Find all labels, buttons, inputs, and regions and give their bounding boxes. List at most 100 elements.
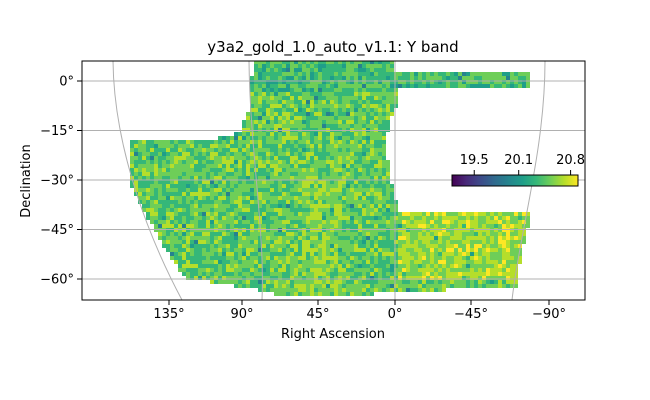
footprint-cell xyxy=(374,61,378,64)
footprint-cell xyxy=(254,96,258,100)
footprint-cell xyxy=(506,80,510,84)
footprint-cell xyxy=(350,72,354,76)
footprint-cell xyxy=(234,164,238,168)
footprint-cell xyxy=(202,256,206,260)
footprint-cell xyxy=(282,188,286,192)
footprint-cell xyxy=(382,96,386,100)
footprint-cell xyxy=(374,260,378,264)
footprint-cell xyxy=(386,92,390,96)
footprint-cell xyxy=(262,152,266,156)
footprint-cell xyxy=(234,180,238,184)
footprint-cell xyxy=(278,188,282,192)
footprint-cell xyxy=(246,252,250,256)
footprint-cell xyxy=(430,280,434,284)
footprint-cell xyxy=(154,168,158,172)
footprint-cell xyxy=(506,268,510,272)
footprint-cell xyxy=(470,80,474,84)
footprint-cell xyxy=(222,260,226,264)
footprint-cell xyxy=(482,268,486,272)
footprint-cell xyxy=(362,116,366,120)
footprint-cell xyxy=(406,276,410,280)
footprint-cell xyxy=(186,204,190,208)
footprint-cell xyxy=(334,80,338,84)
footprint-cell xyxy=(286,196,290,200)
footprint-cell xyxy=(486,256,490,260)
footprint-cell xyxy=(342,184,346,188)
footprint-cell xyxy=(178,204,182,208)
footprint-cell xyxy=(474,72,478,76)
footprint-cell xyxy=(426,220,430,224)
footprint-cell xyxy=(338,180,342,184)
footprint-cell xyxy=(318,76,322,80)
footprint-cell xyxy=(158,196,162,200)
footprint-cell xyxy=(350,112,354,116)
footprint-cell xyxy=(290,84,294,88)
footprint-cell xyxy=(382,252,386,256)
footprint-cell xyxy=(166,236,170,240)
footprint-cell xyxy=(174,260,178,264)
footprint-cell xyxy=(270,120,274,124)
footprint-cell xyxy=(234,224,238,228)
footprint-cell xyxy=(342,68,346,72)
footprint-cell xyxy=(314,92,318,96)
footprint-cell xyxy=(306,224,310,228)
footprint-cell xyxy=(410,272,414,276)
footprint-cell xyxy=(358,168,362,172)
footprint-cell xyxy=(338,252,342,256)
footprint-cell xyxy=(294,124,298,128)
footprint-cell xyxy=(206,152,210,156)
footprint-cell xyxy=(290,100,294,104)
footprint-cell xyxy=(294,144,298,148)
footprint-cell xyxy=(238,208,242,212)
footprint-cell xyxy=(338,256,342,260)
footprint-cell xyxy=(222,280,226,284)
footprint-cell xyxy=(298,268,302,272)
footprint-cell xyxy=(438,224,442,228)
footprint-cell xyxy=(438,80,442,84)
footprint-cell xyxy=(214,260,218,264)
footprint-cell xyxy=(218,168,222,172)
footprint-cell xyxy=(134,152,138,156)
footprint-cell xyxy=(198,168,202,172)
footprint-cell xyxy=(386,160,390,164)
footprint-cell xyxy=(350,248,354,252)
footprint-cell xyxy=(486,268,490,272)
footprint-cell xyxy=(350,232,354,236)
footprint-cell xyxy=(178,256,182,260)
footprint-cell xyxy=(202,268,206,272)
footprint-cell xyxy=(434,72,438,76)
footprint-cell xyxy=(294,212,298,216)
footprint-cell xyxy=(230,164,234,168)
footprint-cell xyxy=(142,176,146,180)
footprint-cell xyxy=(402,260,406,264)
footprint-cell xyxy=(342,236,346,240)
footprint-cell xyxy=(462,268,466,272)
footprint-cell xyxy=(330,160,334,164)
footprint-cell xyxy=(518,232,522,236)
footprint-cell xyxy=(510,284,514,288)
footprint-cell xyxy=(342,76,346,80)
footprint-cell xyxy=(226,212,230,216)
footprint-cell xyxy=(270,188,274,192)
footprint-cell xyxy=(366,248,370,252)
footprint-cell xyxy=(146,184,150,188)
footprint-cell xyxy=(378,120,382,124)
footprint-cell xyxy=(278,104,282,108)
footprint-cell xyxy=(350,208,354,212)
footprint-cell xyxy=(190,268,194,272)
footprint-cell xyxy=(478,220,482,224)
footprint-cell xyxy=(278,64,282,68)
footprint-cell xyxy=(186,272,190,276)
footprint-cell xyxy=(350,280,354,284)
footprint-cell xyxy=(430,284,434,288)
footprint-cell xyxy=(362,76,366,80)
footprint-cell xyxy=(266,184,270,188)
footprint-cell xyxy=(298,292,302,296)
footprint-cell xyxy=(354,68,358,72)
footprint-cell xyxy=(370,152,374,156)
footprint-cell xyxy=(302,112,306,116)
footprint-cell xyxy=(350,284,354,288)
footprint-cell xyxy=(314,84,318,88)
footprint-cell xyxy=(154,164,158,168)
footprint-cell xyxy=(230,248,234,252)
